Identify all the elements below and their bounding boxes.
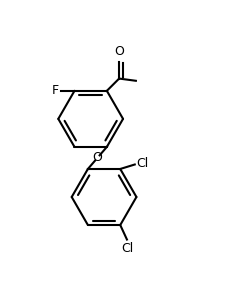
Text: Cl: Cl: [136, 157, 148, 170]
Text: O: O: [92, 151, 102, 164]
Text: F: F: [52, 84, 58, 97]
Text: O: O: [114, 45, 124, 58]
Text: Cl: Cl: [120, 242, 133, 255]
